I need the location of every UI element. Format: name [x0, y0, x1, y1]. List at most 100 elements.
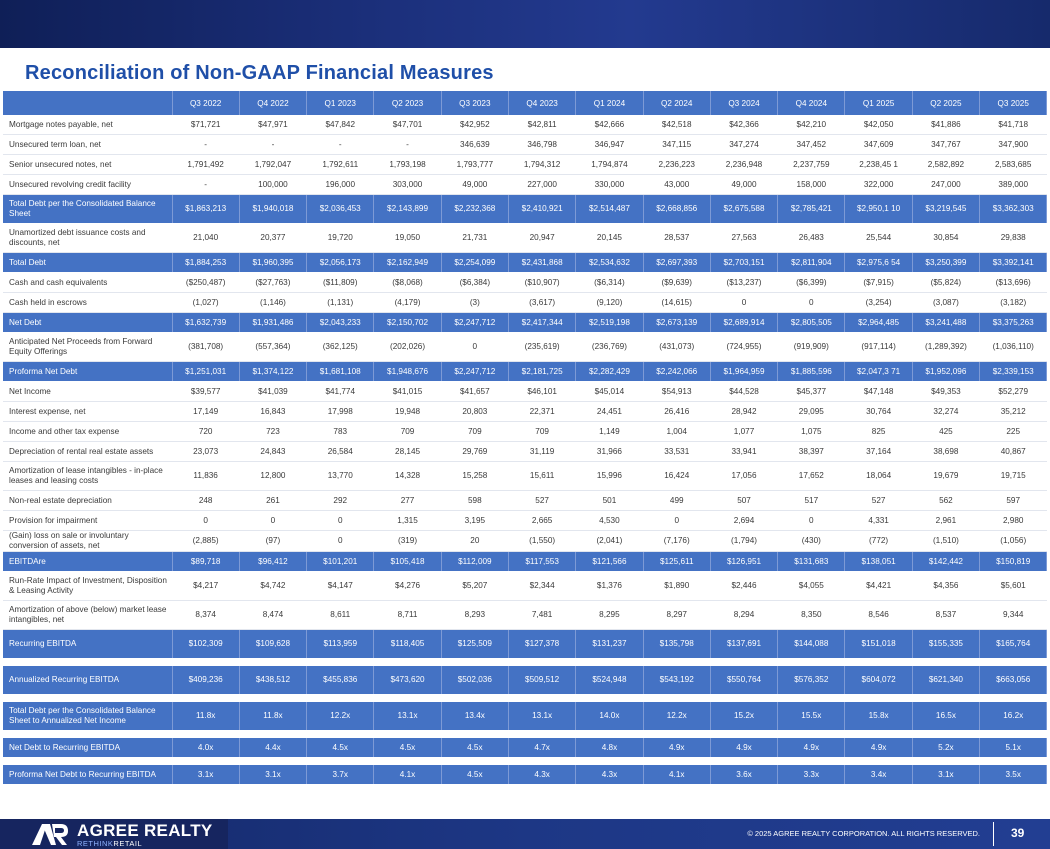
table-cell: 709	[508, 421, 576, 442]
table-cell: 14,328	[373, 461, 442, 491]
spacer-row	[3, 658, 1047, 666]
table-cell: $44,528	[710, 381, 778, 402]
table-body: Mortgage notes payable, net $71,721 $47,97…	[3, 115, 1048, 785]
table-cell: 13.4x	[441, 702, 509, 731]
table-cell: 16,843	[239, 401, 307, 422]
table-cell: (1,794)	[710, 530, 778, 552]
table-cell: (430)	[777, 530, 845, 552]
table-cell: $2,785,421	[777, 194, 846, 224]
table-cell: $1,931,486	[239, 312, 308, 333]
table-cell: 16,424	[643, 461, 711, 491]
table-cell: $46,101	[508, 381, 576, 402]
table-cell: $112,009	[441, 551, 509, 572]
table-cell: 1,794,874	[575, 154, 644, 175]
table-cell: $2,975,6 54	[844, 252, 913, 273]
table-cell: (1,056)	[979, 530, 1047, 552]
table-cell: (381,708)	[172, 332, 240, 362]
table-cell: $3,362,303	[979, 194, 1048, 224]
table-cell: ($5,824)	[912, 272, 980, 293]
table-cell: 33,531	[643, 441, 711, 462]
spacer-cell	[3, 757, 1047, 765]
table-cell: 32,274	[912, 401, 980, 422]
table-cell: 4.5x	[373, 738, 442, 758]
table-row: Income and other tax expense 720 723 783 709…	[3, 421, 1047, 442]
table-cell: 8,474	[239, 600, 307, 630]
table-row: Senior unsecured notes, net 1,791,492 1,79…	[3, 154, 1047, 175]
table-cell: ($27,763)	[239, 272, 307, 293]
table-cell: 4.9x	[777, 738, 846, 758]
table-cell: 15.5x	[777, 702, 846, 731]
table-row: Cash and cash equivalents ($250,487) ($27,…	[3, 272, 1047, 293]
table-cell: $3,241,488	[912, 312, 981, 333]
table-cell: 562	[912, 490, 980, 511]
table-cell: 8,295	[575, 600, 644, 630]
table-cell: 100,000	[239, 174, 307, 195]
table-cell: (1,510)	[912, 530, 980, 552]
table-cell: 4.1x	[373, 765, 442, 785]
logo-tag-retail: RETAIL	[113, 839, 143, 848]
table-cell: $42,666	[575, 115, 644, 135]
table-cell: 40,867	[979, 441, 1047, 462]
table-cell: 1,149	[575, 421, 644, 442]
column-header: Q3 2023	[441, 91, 509, 115]
table-cell: $121,566	[575, 551, 644, 572]
table-total-row: Total Debt per the Consolidated Balance …	[3, 194, 1048, 224]
table-cell: 24,843	[239, 441, 307, 462]
table-cell: 1,794,312	[508, 154, 576, 175]
table-cell: $105,418	[373, 551, 442, 572]
table-cell: $125,509	[441, 629, 509, 659]
table-cell: -	[239, 134, 307, 155]
table-cell: $1,890	[643, 571, 711, 601]
table-cell: $125,611	[643, 551, 711, 572]
table-cell: 292	[306, 490, 374, 511]
table-cell: $455,836	[306, 666, 375, 695]
spacer-row	[3, 730, 1047, 738]
table-row: Provision for impairment 0 0 0 1,315 3,195 2,6…	[3, 510, 1047, 531]
table-cell: $3,250,399	[912, 252, 981, 273]
table-cell: $2,247,712	[441, 312, 509, 333]
table-cell: 347,609	[844, 134, 913, 155]
row-label: Cash held in escrows	[3, 292, 172, 313]
column-header: Q2 2024	[643, 91, 711, 115]
table-cell: 2,694	[710, 510, 778, 531]
table-cell: (1,550)	[508, 530, 576, 552]
table-cell: 347,900	[979, 134, 1047, 155]
table-cell: 2,582,892	[912, 154, 980, 175]
table-cell: 723	[239, 421, 307, 442]
table-cell: $1,885,596	[777, 361, 846, 382]
table-cell: 37,164	[844, 441, 913, 462]
table-cell: 26,483	[777, 223, 845, 253]
table-cell: 3.7x	[306, 765, 375, 785]
table-cell: ($7,915)	[844, 272, 913, 293]
table-cell: 30,854	[912, 223, 980, 253]
table-cell: 4.1x	[643, 765, 711, 785]
table-cell: $1,632,739	[172, 312, 240, 333]
table-cell: -	[172, 174, 240, 195]
table-cell: 29,838	[979, 223, 1047, 253]
company-logo: AGREE REALTY RETHINKRETAIL	[0, 819, 228, 849]
table-cell: (1,146)	[239, 292, 307, 313]
column-header: Q1 2023	[306, 91, 375, 115]
table-cell: $4,742	[239, 571, 307, 601]
table-cell: 4.3x	[508, 765, 577, 785]
table-cell: (3,087)	[912, 292, 980, 313]
table-cell: $621,340	[912, 666, 981, 695]
logo-tag-rethink: RETHINK	[77, 839, 114, 848]
table-cell: 5.1x	[979, 738, 1048, 758]
table-cell: 3.4x	[844, 765, 913, 785]
table-cell: 720	[172, 421, 240, 442]
row-label: Unsecured term loan, net	[3, 134, 172, 155]
table-cell: $127,378	[508, 629, 577, 659]
row-label: Recurring EBITDA	[3, 629, 173, 659]
table-cell: 4.5x	[441, 765, 509, 785]
column-header: Q4 2024	[777, 91, 846, 115]
table-cell: 2,980	[979, 510, 1047, 531]
table-cell: $89,718	[172, 551, 240, 572]
logo-tagline: RETHINKRETAIL	[77, 839, 142, 848]
table-total-row: Annualized Recurring EBITDA $409,236 $438,…	[3, 666, 1048, 695]
table-cell: (557,364)	[239, 332, 307, 362]
table-cell: 347,274	[710, 134, 778, 155]
table-cell: 49,000	[710, 174, 778, 195]
row-label: Total Debt per the Consolidated Balance …	[3, 702, 173, 731]
table-cell: $4,356	[912, 571, 980, 601]
